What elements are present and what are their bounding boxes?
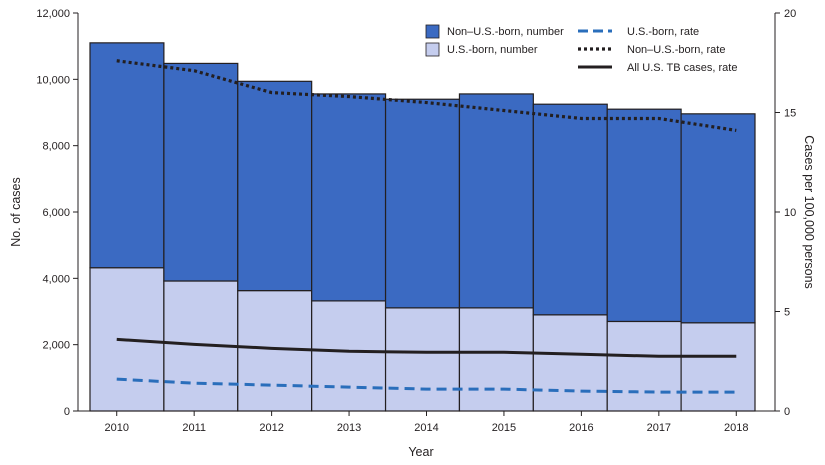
y-tick-label: 0 [64, 406, 70, 418]
line-non-us-born-rate [116, 59, 737, 132]
bar-non-us-born-2010 [89, 42, 165, 269]
x-tick-label: 2018 [724, 422, 748, 434]
line-us-born-rate [116, 377, 737, 394]
y2-tick-label: 20 [784, 8, 796, 20]
bar-non-us-born-2016 [532, 103, 608, 316]
x-axis-label: Year [408, 445, 433, 459]
bar-non-us-born-2014 [384, 98, 461, 309]
bar-us-born-2017 [606, 320, 682, 412]
legend-label-all-us-tb-rate: All U.S. TB cases, rate [627, 62, 737, 74]
x-tick-label: 2011 [182, 422, 206, 434]
x-tick-label: 2016 [569, 422, 593, 434]
y-tick-label: 10,000 [36, 74, 70, 86]
legend-label-non-us-born-rate: Non–U.S.-born, rate [627, 44, 725, 56]
bar-us-born-2013 [311, 300, 387, 412]
y-tick-label: 6,000 [42, 207, 70, 219]
bar-us-born-2018 [680, 322, 756, 412]
line-all-us-tb-rate [116, 337, 737, 358]
legend-label-us-born-number: U.S.-born, number [447, 44, 538, 56]
bar-non-us-born-2017 [606, 108, 682, 323]
y2-tick-label: 0 [784, 406, 790, 418]
x-tick-label: 2013 [337, 422, 361, 434]
y2-tick-label: 5 [784, 307, 790, 319]
rate-lines-group [116, 59, 737, 394]
y-tick-label: 4,000 [42, 273, 70, 285]
bar-non-us-born-2018 [680, 113, 756, 324]
x-tick-label: 2010 [104, 422, 128, 434]
x-tick-label: 2017 [647, 422, 671, 434]
legend-label-us-born-rate: U.S.-born, rate [627, 26, 699, 38]
bar-non-us-born-2013 [311, 93, 387, 302]
y-tick-label: 8,000 [42, 141, 70, 153]
axes-group: 0 2,000 4,000 6,000 8,000 10,000 12,000 0 5 10 15 2… [36, 8, 796, 434]
legend: Non–U.S.-born, number U.S.-born, number … [425, 24, 737, 74]
x-tick-label: 2012 [259, 422, 283, 434]
y2-axis-label: Cases per 100,000 persons [802, 135, 816, 289]
bar-us-born-2015 [458, 307, 534, 412]
legend-label-non-us-born-number: Non–U.S.-born, number [447, 26, 564, 38]
y-tick-label: 12,000 [36, 8, 70, 20]
bar-non-us-born-2012 [237, 80, 313, 292]
bar-us-born-2016 [532, 314, 608, 412]
y2-tick-label: 10 [784, 207, 796, 219]
y2-tick-label: 15 [784, 108, 796, 120]
x-tick-label: 2014 [414, 422, 438, 434]
bar-us-born-2014 [384, 307, 461, 412]
legend-swatch-non-us-born-number [425, 24, 440, 39]
x-tick-label: 2015 [492, 422, 516, 434]
y-axis-label: No. of cases [9, 177, 23, 246]
bar-non-us-born-2015 [458, 93, 534, 309]
legend-swatch-us-born-number [425, 42, 440, 57]
bar-non-us-born-2011 [163, 62, 239, 282]
y-tick-label: 2,000 [42, 340, 70, 352]
